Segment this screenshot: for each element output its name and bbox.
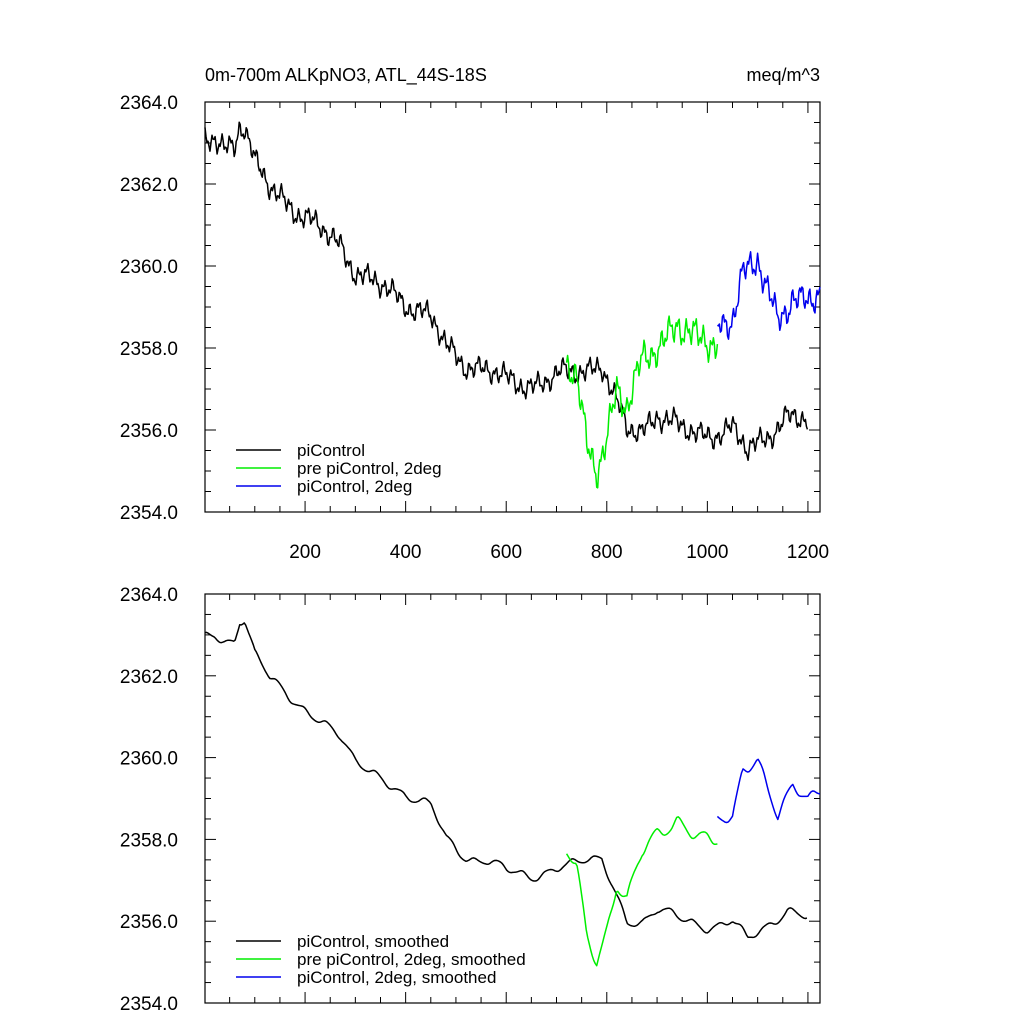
series-line-picontrol-2deg — [716, 251, 821, 340]
legend-label: pre piControl, 2deg, smoothed — [297, 950, 526, 969]
legend-label: piControl, 2deg — [297, 477, 412, 496]
series-line-picontrol-smoothed — [204, 622, 808, 939]
legend-label: piControl — [297, 441, 365, 460]
legend-label: piControl, 2deg, smoothed — [297, 968, 496, 987]
y-tick-label: 2356.0 — [120, 912, 178, 933]
y-tick-label: 2354.0 — [120, 994, 178, 1015]
units-label: meq/m^3 — [747, 65, 820, 85]
series-line-pre-picontrol-2deg-smoothed — [565, 816, 718, 967]
y-tick-label: 2362.0 — [120, 175, 178, 196]
x-tick-label: 400 — [390, 542, 422, 563]
y-tick-label: 2360.0 — [120, 749, 178, 770]
y-tick-label: 2362.0 — [120, 667, 178, 688]
chart-title: 0m-700m ALKpNO3, ATL_44S-18S — [205, 65, 487, 86]
x-tick-label: 600 — [490, 542, 522, 563]
x-tick-label: 1200 — [787, 542, 829, 563]
top-panel: 2354.0 2356.0 2358.0 2360.0 2362.0 2364.0 200 4… — [120, 93, 829, 563]
y-tick-label: 2354.0 — [120, 503, 178, 524]
y-tick-label: 2364.0 — [120, 585, 178, 606]
y-tick-label: 2358.0 — [120, 830, 178, 851]
x-tick-label: 200 — [289, 542, 321, 563]
y-tick-label: 2356.0 — [120, 421, 178, 442]
legend-label: pre piControl, 2deg — [297, 459, 442, 478]
x-tick-label: 800 — [591, 542, 623, 563]
series-line-picontrol-2deg-smoothed — [716, 758, 821, 824]
series-line-pre-picontrol-2deg — [565, 315, 719, 489]
x-tick-label: 1000 — [686, 542, 728, 563]
y-tick-label: 2360.0 — [120, 257, 178, 278]
y-tick-label: 2364.0 — [120, 93, 178, 114]
series-line-picontrol — [204, 121, 809, 462]
legend-label: piControl, smoothed — [297, 932, 449, 951]
bottom-panel: 2354.0 2356.0 2358.0 2360.0 2362.0 2364.0 piCo… — [120, 585, 821, 1015]
y-tick-label: 2358.0 — [120, 339, 178, 360]
